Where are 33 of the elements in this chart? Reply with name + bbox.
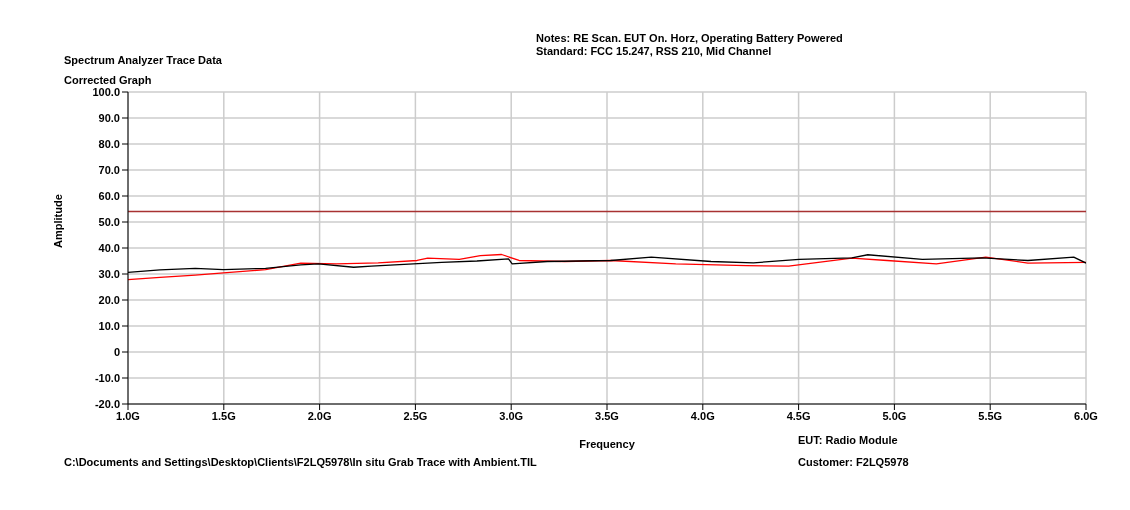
y-tick-label: 10.0 <box>98 319 120 332</box>
x-tick-label: 5.5G <box>978 409 1003 422</box>
y-tick-label: 50.0 <box>98 215 120 228</box>
y-tick-label: -20.0 <box>94 397 120 410</box>
chart-title: Spectrum Analyzer Trace Data <box>64 54 222 66</box>
y-tick-label: 100.0 <box>92 85 120 98</box>
x-axis-title: Frequency <box>579 438 636 450</box>
y-tick-label: 60.0 <box>98 189 120 202</box>
x-tick-label: 5.0G <box>882 409 907 422</box>
y-tick-label: 80.0 <box>98 137 120 150</box>
x-tick-label: 3.5G <box>595 409 619 422</box>
text: Customer: F2LQ5978 <box>798 456 909 468</box>
y-tick-label: -10.0 <box>94 371 120 384</box>
x-tick-label: 1.5G <box>211 409 236 422</box>
x-tick-label: 2.0G <box>307 409 332 422</box>
x-tick-label: 4.0G <box>690 409 715 422</box>
chart-subtitle: Corrected Graph <box>64 74 152 86</box>
y-tick-label: 70.0 <box>98 163 120 176</box>
text: C:\Documents and Settings\Desktop\Clients\F2LQ5978\In situ Grab Trace with Ambient.TIL <box>64 456 537 468</box>
text: Standard: FCC 15.247, RSS 210, Mid Channel <box>536 45 773 58</box>
y-tick-label: 0 <box>113 345 120 358</box>
y-tick-label: 90.0 <box>98 111 120 124</box>
x-tick-label: 6.0G <box>1074 409 1098 422</box>
x-tick-label: 4.5G <box>786 409 811 422</box>
text: Notes: RE Scan. EUT On. Horz, Operating Battery Powered <box>536 32 843 45</box>
y-tick-label: 30.0 <box>98 267 120 280</box>
y-tick-label: 20.0 <box>98 293 120 306</box>
text: EUT: Radio Module <box>798 434 898 446</box>
x-tick-label: 1.0G <box>116 409 140 422</box>
y-tick-label: 40.0 <box>98 241 120 254</box>
x-tick-label: 3.0G <box>499 409 524 422</box>
x-tick-label: 2.5G <box>403 409 428 422</box>
y-axis-title: Amplitude <box>51 194 64 248</box>
